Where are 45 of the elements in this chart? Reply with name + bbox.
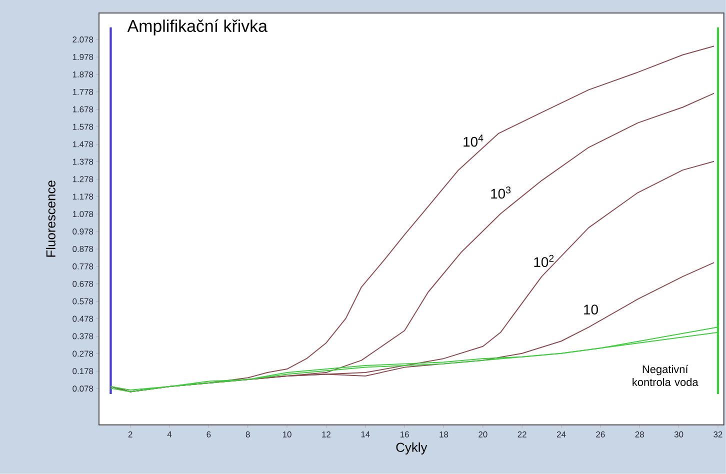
y-tick-label: 1.778 — [72, 88, 94, 95]
y-tick-label: 0.078 — [72, 386, 94, 392]
x-tick-label: 16 — [400, 431, 409, 438]
x-tick-label: 30 — [674, 431, 684, 438]
x-tick-label: 6 — [206, 431, 211, 438]
y-tick-label: 0.578 — [72, 298, 94, 304]
y-tick-label: 1.278 — [72, 176, 94, 182]
x-tick-label: 10 — [282, 431, 292, 438]
y-tick-label: 1.478 — [72, 141, 94, 148]
y-tick-label: 0.978 — [72, 228, 94, 235]
x-tick-label: 18 — [440, 431, 448, 438]
x-tick-label: 8 — [246, 431, 250, 438]
x-tick-label: 14 — [361, 431, 370, 438]
y-tick-label: 1.378 — [72, 158, 94, 165]
y-tick-label: 0.378 — [72, 333, 94, 340]
y-tick-label: 1.978 — [72, 54, 94, 60]
y-tick-label: 0.278 — [72, 350, 94, 357]
y-tick-label: 0.878 — [72, 246, 94, 252]
y-tick-label: 1.878 — [72, 71, 94, 78]
y-tick-label: 1.078 — [72, 211, 94, 218]
x-tick-label: 12 — [322, 431, 330, 438]
x-tick-label: 4 — [167, 431, 172, 438]
y-tick-label: 0.478 — [72, 316, 94, 322]
chart-title: Amplifikační křivka — [127, 19, 268, 36]
y-tick-label: 0.678 — [72, 280, 94, 287]
y-tick-label: 1.178 — [72, 194, 94, 200]
y-axis-title: Fluorescence — [46, 180, 56, 257]
x-axis-title: Cykly — [396, 442, 428, 455]
x-tick-label: 22 — [518, 431, 526, 438]
y-tick-label: 1.578 — [72, 124, 94, 130]
x-tick-label: 28 — [635, 431, 644, 438]
x-tick-label: 20 — [478, 431, 488, 438]
series-label: 10$^{2}$ — [534, 254, 554, 268]
y-tick-label: 0.178 — [72, 368, 94, 374]
text: Negativní kontrola voda — [632, 364, 698, 386]
x-tick-label: 26 — [596, 431, 605, 438]
series-label: 10 — [584, 304, 598, 315]
x-tick-label: 2 — [128, 431, 132, 438]
x-tick-label: 32 — [714, 431, 722, 438]
y-tick-label: 0.778 — [72, 263, 94, 270]
y-tick-label: 2.078 — [72, 36, 94, 43]
y-tick-label: 1.678 — [72, 106, 94, 112]
series-label: 10$^{3}$ — [491, 186, 511, 199]
x-tick-label: 24 — [556, 431, 566, 438]
series-label: 10$^{4}$ — [464, 134, 484, 147]
